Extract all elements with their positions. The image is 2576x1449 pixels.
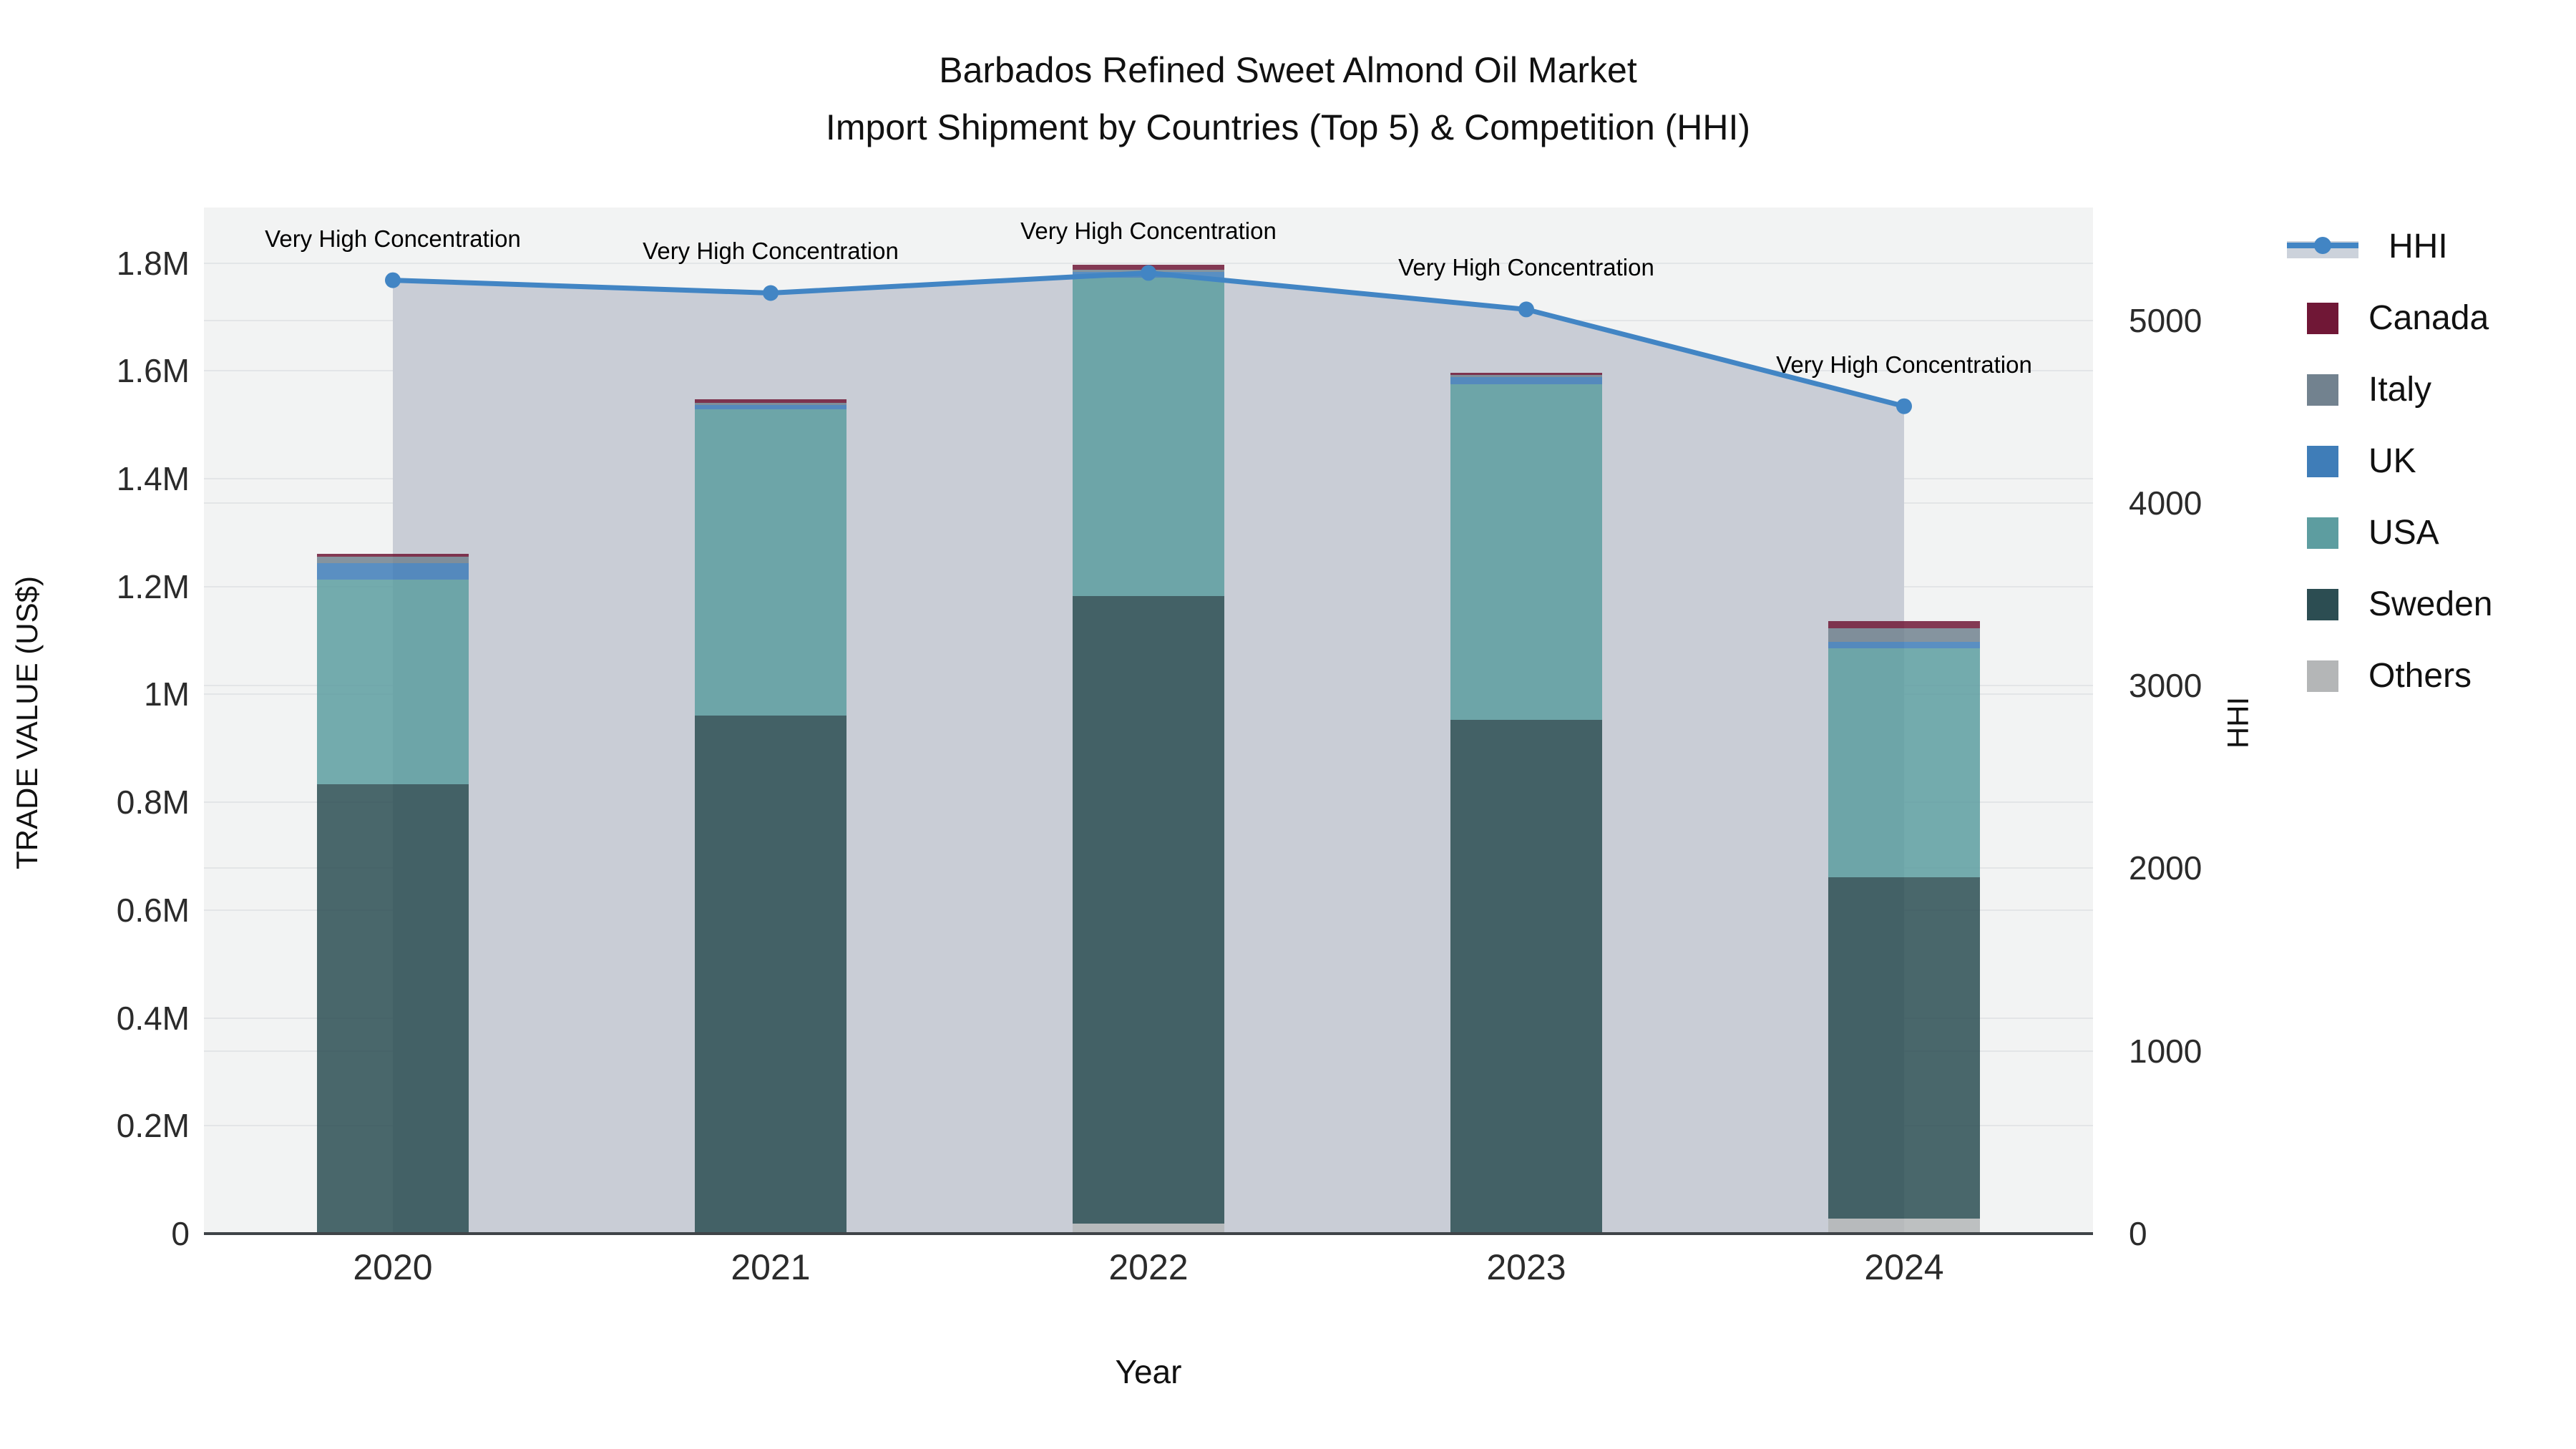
y-right-tick-0: 0 [2129,1215,2147,1252]
chart-title-line1: Barbados Refined Sweet Almond Oil Market [939,50,1637,90]
bar-column-2024[interactable] [1828,208,1980,1234]
bar-segment-uk-2024[interactable] [1828,641,1980,649]
y-left-tick-1M: 1M [144,675,190,713]
hhi-line[interactable] [392,270,1905,409]
gridline-left-1.8M [204,262,2093,264]
hhi-line-layer [385,265,1912,414]
bar-segment-canada-2020[interactable] [317,553,469,557]
bar-segment-others-2022[interactable] [1073,1223,1224,1234]
legend-swatch-uk [2307,446,2338,477]
x-axis-title: Year [1115,1353,1182,1390]
hhi-marker-2023[interactable] [1518,301,1534,318]
chart-title-line2: Import Shipment by Countries (Top 5) & C… [825,107,1751,147]
y-right-tick-1000: 1000 [2129,1032,2202,1070]
bar-segment-canada-2021[interactable] [695,399,847,403]
bar-segment-usa-2021[interactable] [695,409,847,716]
bar-segment-sweden-2020[interactable] [317,784,469,1234]
legend-label-canada: Canada [2368,299,2489,337]
bar-segment-sweden-2024[interactable] [1828,877,1980,1219]
plot-area: Very High Concentration Very High Concent… [204,208,2093,1234]
legend-swatch-others [2307,660,2338,692]
bar-segment-uk-2023[interactable] [1450,376,1602,385]
legend-label-sweden: Sweden [2368,585,2493,623]
y-right-tick-5000: 5000 [2129,301,2202,339]
hhi-marker-2020[interactable] [385,272,401,288]
bar-column-2023[interactable] [1450,208,1602,1234]
hhi-marker-2022[interactable] [1141,265,1156,281]
legend-item-sweden[interactable]: Sweden [2287,580,2492,630]
bar-segment-sweden-2021[interactable] [695,715,847,1234]
x-tick-2020: 2020 [353,1247,433,1287]
bar-column-2020[interactable] [317,208,469,1234]
legend-item-italy[interactable]: Italy [2287,365,2431,415]
bar-segment-canada-2023[interactable] [1450,373,1602,376]
hhi-legend-marker-icon [2314,237,2331,254]
x-tick-2021: 2021 [731,1247,811,1287]
bar-segment-others-2024[interactable] [1828,1218,1980,1234]
bar-segment-italy-2023[interactable] [1450,375,1602,377]
bar-segment-italy-2020[interactable] [317,557,469,564]
legend-label-hhi: HHI [2389,228,2448,265]
legend-item-uk[interactable]: UK [2287,436,2416,487]
x-tick-2024: 2024 [1864,1247,1944,1287]
legend-item-usa[interactable]: USA [2287,508,2439,558]
y-left-tick-0: 0 [171,1215,190,1252]
bar-segment-sweden-2023[interactable] [1450,719,1602,1234]
hhi-marker-2021[interactable] [763,285,779,301]
bar-segment-uk-2021[interactable] [695,404,847,409]
y-left-tick-1.4M: 1.4M [116,460,190,498]
bar-column-2022[interactable] [1073,208,1224,1234]
x-axis-line [204,1232,2093,1235]
hhi-legend-sample-icon [2287,233,2358,261]
annotation-2021: Very High Concentration [643,238,899,265]
y-right-tick-2000: 2000 [2129,849,2202,887]
y-left-tick-0.8M: 0.8M [116,784,190,821]
legend-swatch-usa [2307,517,2338,549]
hhi-marker-2024[interactable] [1896,398,1912,414]
legend-label-uk: UK [2368,442,2416,480]
y-left-tick-0.6M: 0.6M [116,891,190,929]
bar-segment-canada-2024[interactable] [1828,621,1980,628]
annotation-2024: Very High Concentration [1776,351,2032,378]
legend-item-others[interactable]: Others [2287,651,2472,701]
x-tick-2022: 2022 [1108,1247,1189,1287]
y-left-tick-1.2M: 1.2M [116,567,190,605]
chart-title: Barbados Refined Sweet Almond Oil Market… [0,42,2576,156]
legend-swatch-canada [2307,303,2338,334]
annotation-2023: Very High Concentration [1398,254,1654,281]
bar-segment-italy-2021[interactable] [695,402,847,405]
annotation-2022: Very High Concentration [1020,218,1277,245]
legend-label-others: Others [2368,657,2472,695]
annotation-2020: Very High Concentration [265,225,521,252]
legend-item-hhi[interactable]: HHI [2287,222,2448,272]
y-right-tick-3000: 3000 [2129,667,2202,705]
bar-segment-usa-2022[interactable] [1073,277,1224,596]
y-left-tick-0.2M: 0.2M [116,1107,190,1145]
x-tick-2023: 2023 [1486,1247,1566,1287]
legend-label-usa: USA [2368,514,2439,552]
bar-segment-sweden-2022[interactable] [1073,595,1224,1224]
bar-segment-uk-2020[interactable] [317,563,469,580]
y-axis-title-right: HHI [2221,696,2255,749]
bar-segment-usa-2024[interactable] [1828,648,1980,877]
bar-segment-usa-2020[interactable] [317,579,469,785]
legend-swatch-sweden [2307,589,2338,620]
y-left-tick-1.8M: 1.8M [116,244,190,282]
bar-column-2021[interactable] [695,208,847,1234]
legend-swatch-italy [2307,374,2338,406]
y-right-tick-4000: 4000 [2129,484,2202,522]
y-axis-title-left: TRADE VALUE (US$) [10,576,44,869]
legend-item-canada[interactable]: Canada [2287,293,2489,343]
y-left-tick-1.6M: 1.6M [116,352,190,390]
y-left-tick-0.4M: 0.4M [116,999,190,1037]
bar-segment-italy-2024[interactable] [1828,628,1980,642]
bar-segment-usa-2023[interactable] [1450,384,1602,720]
legend-label-italy: Italy [2368,371,2432,409]
